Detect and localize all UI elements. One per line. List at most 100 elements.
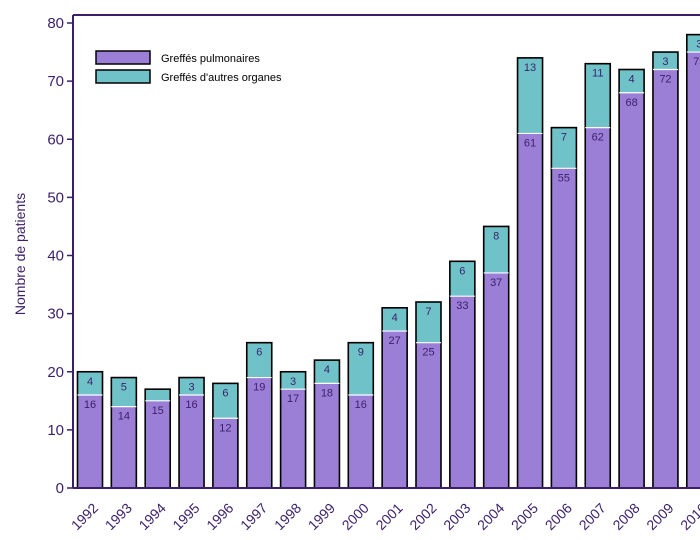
y-tick-label-60: 60 [47, 131, 64, 148]
bar-other-1994 [145, 389, 171, 401]
data-label-lung-2003: 33 [456, 300, 468, 312]
x-tick-label-2000: 2000 [339, 500, 372, 533]
bar-other-2010 [686, 34, 700, 53]
bar-other-2003 [449, 261, 475, 297]
bar-other-1993 [111, 377, 137, 407]
data-label-lung-1997: 19 [253, 382, 265, 394]
bar-lung-2002 [416, 342, 441, 488]
data-label-other-2002: 7 [425, 306, 431, 318]
y-tick-label-70: 70 [47, 73, 64, 90]
data-label-lung-2005: 61 [524, 137, 536, 149]
x-tick-label-2003: 2003 [440, 500, 473, 533]
data-label-lung-1995: 16 [185, 399, 197, 411]
y-tick-label-50: 50 [47, 189, 64, 206]
y-tick-label-80: 80 [47, 15, 64, 32]
x-tick-label-1994: 1994 [135, 500, 168, 533]
bar-lung-1992 [77, 395, 103, 488]
bar-other-2000 [348, 342, 374, 395]
data-label-other-2006: 7 [561, 132, 567, 144]
data-label-other-1996: 6 [222, 387, 228, 399]
data-label-lung-1992: 16 [84, 399, 96, 411]
data-label-other-2000: 9 [358, 347, 364, 359]
data-label-other-1998: 3 [290, 376, 296, 388]
y-tick-label-40: 40 [47, 248, 64, 265]
data-label-other-2001: 4 [392, 312, 398, 324]
bar-lung-1998 [280, 389, 306, 488]
bar-lung-2001 [382, 331, 408, 488]
x-tick-label-2005: 2005 [508, 500, 541, 533]
bar-lung-2010 [686, 52, 700, 488]
x-tick-label-2002: 2002 [406, 500, 439, 533]
data-label-other-1999: 4 [324, 364, 330, 376]
bar-other-1998 [280, 371, 306, 390]
data-label-other-2008: 4 [629, 74, 635, 86]
data-label-lung-2010: 75 [693, 56, 700, 68]
data-label-lung-2006: 55 [558, 172, 570, 184]
legend-swatch-lung [95, 50, 151, 65]
data-label-lung-2000: 16 [355, 399, 367, 411]
bar-lung-1996 [212, 418, 238, 488]
bar-other-2001 [382, 307, 408, 332]
x-tick-label-2004: 2004 [474, 500, 507, 533]
x-tick-label-1993: 1993 [102, 500, 135, 533]
data-label-lung-2007: 62 [592, 132, 604, 144]
y-tick-label-20: 20 [47, 364, 64, 381]
bar-other-2002 [416, 302, 441, 343]
x-tick-label-2008: 2008 [609, 500, 642, 533]
x-tick-label-1997: 1997 [237, 500, 270, 533]
x-tick-label-2007: 2007 [576, 500, 609, 533]
bar-other-1997 [246, 342, 272, 378]
data-label-lung-1998: 17 [287, 393, 299, 405]
data-label-lung-2009: 72 [659, 74, 671, 86]
data-label-other-2007: 11 [592, 68, 603, 80]
bar-other-2004 [483, 226, 509, 273]
bar-other-2005 [517, 57, 543, 134]
x-tick-label-2001: 2001 [372, 500, 405, 533]
bar-lung-2003 [449, 296, 475, 488]
legend-label-other: Greffés d'autres organes [161, 72, 282, 84]
data-label-other-2004: 8 [493, 230, 499, 242]
x-tick-label-1998: 1998 [271, 500, 304, 533]
bar-lung-2009 [652, 69, 678, 488]
bar-lung-1995 [179, 395, 205, 488]
x-tick-label-1999: 1999 [305, 500, 338, 533]
x-tick-label-2010: 2010 [677, 500, 700, 533]
data-label-other-2010: 3 [696, 39, 700, 51]
bar-lung-1994 [145, 400, 171, 488]
data-label-other-2003: 6 [459, 265, 465, 277]
bar-other-2006 [551, 127, 577, 169]
data-label-other-1993: 5 [121, 382, 127, 394]
data-label-other-2005: 13 [524, 62, 536, 74]
bar-other-1999 [314, 360, 340, 384]
y-tick-label-30: 30 [47, 306, 64, 323]
data-label-lung-2008: 68 [625, 97, 637, 109]
x-tick-label-2009: 2009 [643, 500, 676, 533]
data-label-lung-1996: 12 [219, 422, 231, 434]
bar-lung-1997 [246, 377, 272, 488]
legend: Greffés pulmonaires Greffés d'autres org… [94, 46, 324, 88]
legend-swatch-other [95, 69, 151, 84]
bar-lung-2007 [585, 127, 611, 488]
bar-lung-1993 [111, 406, 137, 488]
bar-lung-2006 [551, 168, 577, 488]
bar-lung-2008 [619, 92, 645, 488]
bar-lung-1999 [314, 383, 340, 488]
bar-other-1995 [179, 377, 205, 395]
data-label-lung-2004: 37 [490, 277, 502, 289]
x-tick-label-1995: 1995 [169, 500, 202, 533]
data-label-other-2009: 3 [662, 56, 668, 68]
data-label-lung-1994: 15 [152, 405, 164, 417]
bar-other-2007 [585, 63, 611, 128]
y-tick-label-10: 10 [47, 422, 64, 439]
legend-label-lung: Greffés pulmonaires [161, 53, 260, 65]
bar-lung-2005 [517, 133, 543, 488]
data-label-lung-2002: 25 [422, 347, 434, 359]
bar-lung-2004 [483, 272, 509, 488]
bar-other-2008 [619, 69, 645, 93]
x-tick-label-2006: 2006 [542, 500, 575, 533]
data-label-other-1997: 6 [256, 347, 262, 359]
bar-other-1992 [77, 371, 103, 395]
y-tick-label-0: 0 [56, 480, 64, 497]
data-label-other-1995: 3 [188, 382, 194, 394]
